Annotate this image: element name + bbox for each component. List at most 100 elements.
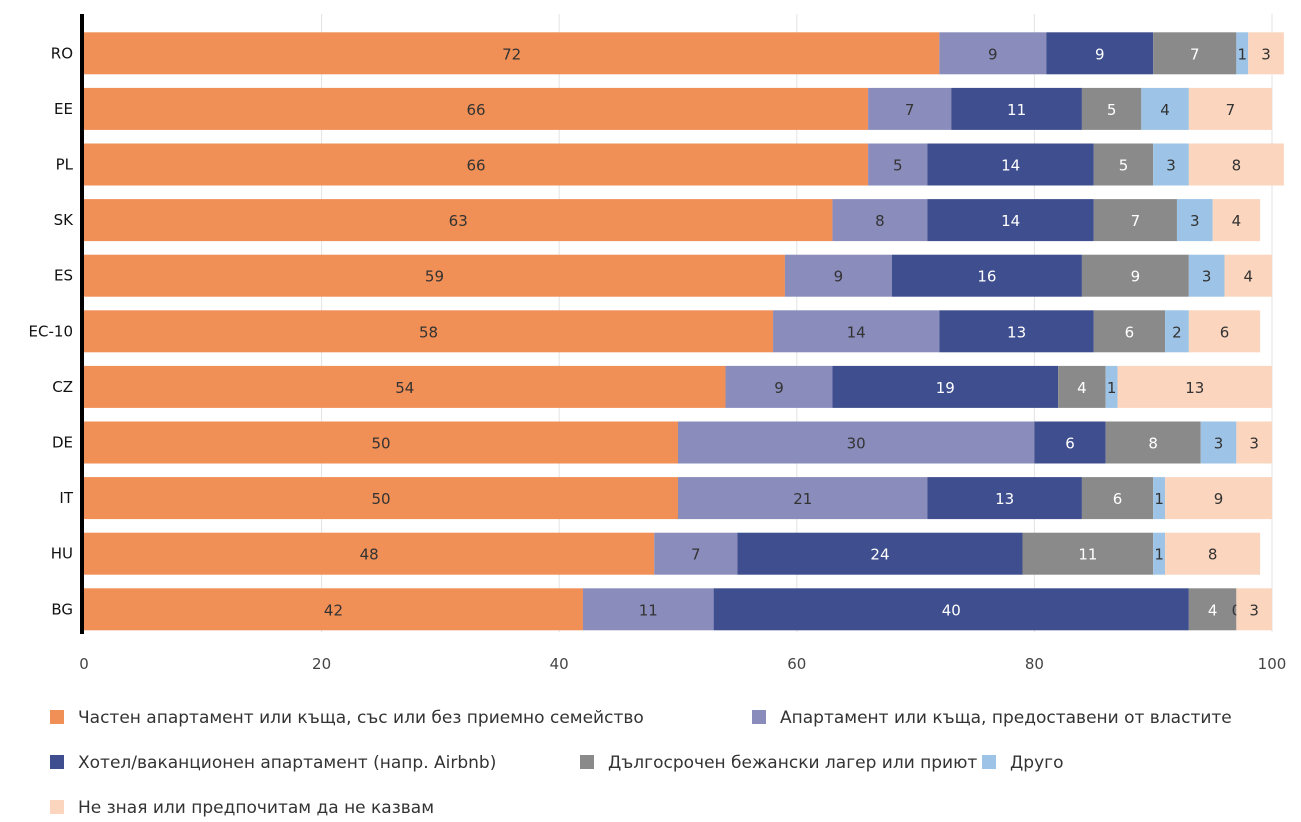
bar-segment [1165, 532, 1261, 575]
data-label: 13 [1007, 323, 1026, 341]
bar-segment [84, 532, 655, 575]
legend-swatch [752, 710, 766, 724]
data-label: 42 [324, 601, 343, 619]
data-label: 4 [1232, 212, 1242, 230]
bar-segment [1236, 421, 1272, 464]
category-label: HU [51, 545, 73, 563]
data-label: 3 [1190, 212, 1200, 230]
bar-segment [1200, 421, 1237, 464]
x-tick-label: 0 [79, 655, 89, 673]
data-label: 9 [1095, 45, 1105, 63]
data-label: 6 [1113, 490, 1123, 508]
legend: Частен апартамент или къща, със или без … [50, 708, 1232, 818]
data-label: 1 [1238, 45, 1248, 63]
category-label: BG [51, 600, 73, 618]
bar-segment [1105, 365, 1118, 408]
data-label: 4 [1243, 268, 1253, 286]
data-label: 24 [870, 546, 889, 564]
data-label: 6 [1125, 323, 1135, 341]
data-label: 19 [936, 379, 955, 397]
bar-segment [84, 421, 678, 464]
data-label: 63 [449, 212, 468, 230]
data-label: 11 [1078, 546, 1097, 564]
bar-segment [1093, 143, 1154, 186]
x-tick-labels: 0 20 40 60 80 100 [79, 655, 1286, 673]
x-tick-label: 100 [1258, 655, 1287, 673]
bar-segment [1236, 32, 1249, 75]
bar-segment [1224, 254, 1272, 297]
data-label: 7 [1190, 45, 1200, 63]
bar-segment [84, 199, 833, 242]
x-tick-label: 60 [787, 655, 806, 673]
bar-segment [868, 87, 952, 130]
data-label: 50 [371, 435, 390, 453]
bar-segment [927, 143, 1094, 186]
bar-segment [84, 310, 774, 353]
bar-segment [84, 477, 678, 520]
legend-label: Не зная или предпочитам да не казвам [78, 798, 434, 818]
data-label: 5 [1119, 157, 1129, 175]
bar-segment [84, 365, 726, 408]
category-label: ЕС-10 [29, 322, 73, 340]
data-label: 13 [1185, 379, 1204, 397]
bar-segment [939, 310, 1094, 353]
data-label: 72 [502, 45, 521, 63]
category-labels: RO EE PL SK ES ЕС-10 CZ DE IT HU BG [29, 44, 75, 618]
bar-segment [1081, 254, 1189, 297]
bar-segment [1188, 143, 1284, 186]
bar-segment [1188, 254, 1225, 297]
data-label: 3 [1249, 435, 1259, 453]
data-label: 9 [1214, 490, 1224, 508]
bar-segment [891, 254, 1082, 297]
data-label: 9 [774, 379, 784, 397]
bar-segment [84, 32, 940, 75]
bar-segment [1153, 477, 1166, 520]
data-label: 9 [834, 268, 844, 286]
bar-segment [1141, 87, 1189, 130]
category-label: ES [54, 267, 73, 285]
bar-segment [725, 365, 833, 408]
data-label: 48 [360, 546, 379, 564]
bar-segment [1248, 32, 1284, 75]
bar-segment [84, 588, 583, 631]
bar-segment [737, 532, 1023, 575]
data-label: 7 [691, 546, 701, 564]
data-label: 9 [1131, 268, 1141, 286]
data-label: 40 [942, 601, 961, 619]
legend-swatch [50, 800, 64, 814]
data-label: 13 [995, 490, 1014, 508]
bar-segment [1176, 199, 1213, 242]
bar-segment [927, 199, 1094, 242]
data-label: 3 [1202, 268, 1212, 286]
bar-segment [713, 588, 1189, 631]
data-label: 8 [1148, 435, 1158, 453]
x-tick-label: 40 [550, 655, 569, 673]
category-label: PL [56, 156, 74, 174]
data-label: 8 [875, 212, 885, 230]
category-label: IT [59, 489, 73, 507]
bar-segment [1165, 310, 1189, 353]
bar-segment [1153, 532, 1166, 575]
data-label: 30 [847, 435, 866, 453]
bar-segment [951, 87, 1082, 130]
legend-label: Хотел/ваканционен апартамент (напр. Airb… [78, 753, 496, 773]
bar-segment [1081, 477, 1154, 520]
bar-segment [1188, 588, 1237, 631]
data-label: 66 [466, 157, 485, 175]
legend-label: Частен апартамент или къща, със или без … [78, 708, 644, 728]
bar-segment [1188, 87, 1272, 130]
bar-segment [84, 87, 869, 130]
x-tick-label: 80 [1025, 655, 1044, 673]
bar-segment [1105, 421, 1201, 464]
bar-segment [927, 477, 1082, 520]
data-label: 6 [1220, 323, 1230, 341]
data-label: 50 [371, 490, 390, 508]
bar-segment [1046, 32, 1154, 75]
legend-label: Дългосрочен бежански лагер или приют [608, 753, 977, 773]
bar-segment [654, 532, 738, 575]
data-label: 4 [1208, 601, 1218, 619]
data-label: 8 [1208, 546, 1218, 564]
bar-segment [1093, 310, 1166, 353]
data-label: 14 [1001, 212, 1020, 230]
data-label: 7 [905, 101, 915, 119]
